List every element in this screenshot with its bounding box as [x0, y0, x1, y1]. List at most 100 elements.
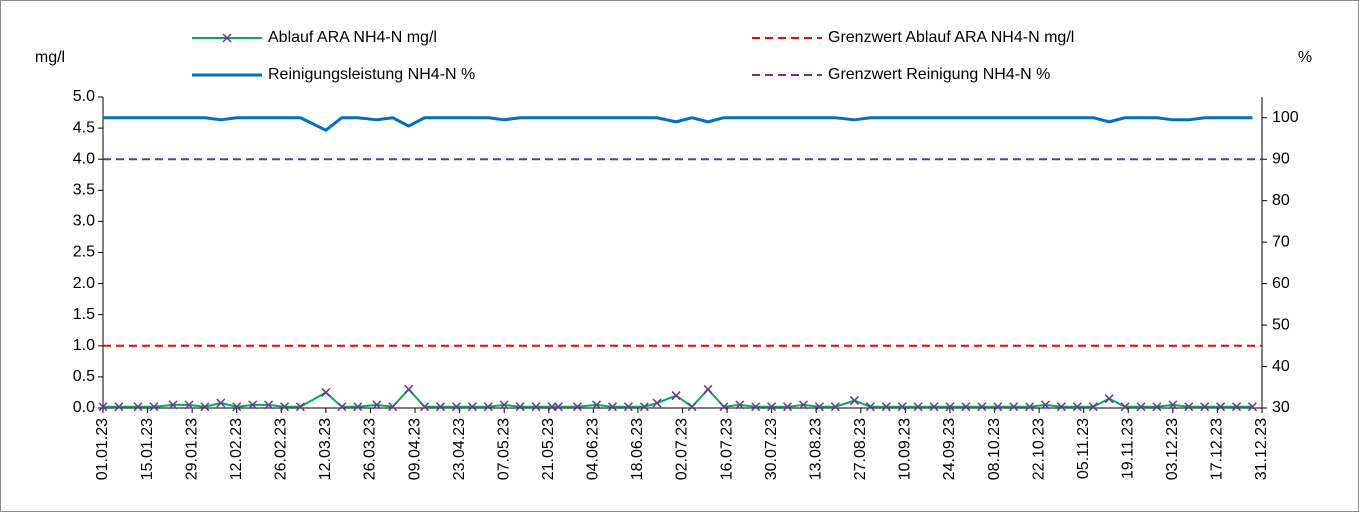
- legend-label: Ablauf ARA NH4-N mg/l: [268, 29, 437, 46]
- data-marker: [977, 402, 987, 412]
- data-marker: [783, 402, 793, 412]
- data-marker: [652, 398, 662, 408]
- x-tick-label: 23.04.23: [451, 418, 468, 480]
- data-marker: [1231, 402, 1242, 412]
- data-marker: [671, 391, 681, 401]
- data-marker: [1088, 402, 1098, 412]
- y2-axis-label: %: [1298, 49, 1312, 66]
- x-tick-label: 22.10.23: [1030, 418, 1047, 480]
- data-marker: [961, 402, 971, 412]
- data-marker: [451, 402, 461, 412]
- data-marker: [200, 402, 210, 412]
- x-tick-label: 18.06.23: [629, 418, 646, 480]
- data-marker: [98, 402, 108, 412]
- y2-tick-label: 80: [1272, 192, 1290, 209]
- data-marker: [184, 400, 194, 410]
- y2-tick-label: 100: [1272, 109, 1299, 126]
- data-marker: [1152, 402, 1162, 412]
- data-marker: [420, 402, 430, 412]
- data-marker: [1104, 394, 1114, 404]
- x-tick-label: 26.03.23: [362, 418, 379, 480]
- data-marker: [388, 402, 398, 412]
- y-tick-label: 4.5: [73, 119, 95, 136]
- data-marker: [321, 387, 331, 397]
- y-tick-label: 4.0: [73, 150, 95, 167]
- x-tick-label: 07.05.23: [495, 418, 512, 480]
- data-marker: [1136, 402, 1146, 412]
- y2-tick-label: 50: [1272, 316, 1290, 333]
- data-marker: [881, 402, 891, 412]
- x-tick-label: 13.08.23: [807, 418, 824, 480]
- y-axis-label: mg/l: [35, 49, 65, 66]
- data-marker: [814, 402, 824, 412]
- x-tick-label: 31.12.23: [1253, 418, 1270, 480]
- legend-marker: [222, 33, 232, 43]
- x-tick-label: 12.02.23: [228, 418, 245, 480]
- x-tick-label: 17.12.23: [1209, 418, 1226, 480]
- x-tick-label: 04.06.23: [585, 418, 602, 480]
- data-marker: [849, 396, 859, 406]
- data-marker: [353, 402, 363, 412]
- data-marker: [897, 402, 907, 412]
- data-marker: [515, 402, 525, 412]
- y-tick-label: 3.0: [73, 213, 95, 230]
- data-marker: [719, 402, 729, 412]
- data-marker: [1247, 402, 1257, 412]
- data-marker: [1056, 402, 1066, 412]
- x-tick-label: 03.12.23: [1164, 418, 1181, 480]
- data-marker: [149, 402, 159, 412]
- data-marker: [1040, 400, 1051, 410]
- x-tick-label: 26.02.23: [273, 418, 290, 480]
- data-marker: [133, 402, 143, 412]
- data-marker: [1216, 402, 1226, 412]
- data-marker: [865, 402, 875, 412]
- data-marker: [1184, 402, 1194, 412]
- x-tick-label: 16.07.23: [718, 418, 735, 480]
- x-tick-label: 09.04.23: [406, 418, 423, 480]
- data-marker: [279, 402, 290, 412]
- x-tick-label: 02.07.23: [674, 418, 691, 480]
- data-marker: [639, 402, 649, 412]
- x-tick-label: 10.09.23: [897, 418, 914, 480]
- data-marker: [687, 402, 697, 412]
- y-tick-label: 2.5: [73, 244, 95, 261]
- x-tick-label: 30.07.23: [763, 418, 780, 480]
- data-marker: [1072, 402, 1082, 412]
- series-line: [103, 116, 1253, 132]
- data-marker: [372, 400, 382, 410]
- y-tick-label: 0.0: [73, 399, 95, 416]
- data-marker: [1009, 402, 1019, 412]
- data-marker: [767, 402, 777, 412]
- y2-tick-label: 30: [1272, 399, 1290, 416]
- y2-tick-label: 40: [1272, 358, 1290, 375]
- data-marker: [735, 400, 745, 410]
- x-tick-label: 21.05.23: [540, 418, 557, 480]
- data-marker: [607, 402, 617, 412]
- data-marker: [435, 402, 446, 412]
- y-tick-label: 1.0: [73, 337, 95, 354]
- x-tick-label: 15.01.23: [139, 418, 156, 480]
- data-marker: [1168, 400, 1178, 410]
- data-marker: [703, 384, 713, 394]
- x-tick-label: 29.01.23: [183, 418, 200, 480]
- data-marker: [467, 402, 477, 412]
- y-tick-label: 2.0: [73, 275, 95, 292]
- data-marker: [295, 402, 305, 412]
- data-marker: [248, 400, 258, 410]
- data-marker: [929, 402, 939, 412]
- data-marker: [1200, 402, 1210, 412]
- x-tick-label: 05.11.23: [1075, 418, 1092, 479]
- data-marker: [830, 402, 840, 412]
- data-marker: [264, 400, 274, 410]
- x-tick-label: 08.10.23: [986, 418, 1003, 480]
- data-marker: [945, 402, 955, 412]
- data-marker: [499, 400, 509, 410]
- data-marker: [1120, 402, 1130, 412]
- data-marker: [993, 402, 1003, 412]
- y-tick-label: 5.0: [73, 88, 95, 105]
- x-tick-label: 01.01.23: [94, 418, 111, 480]
- legend-label: Grenzwert Reinigung NH4-N %: [828, 66, 1050, 83]
- x-tick-label: 27.08.23: [852, 418, 869, 480]
